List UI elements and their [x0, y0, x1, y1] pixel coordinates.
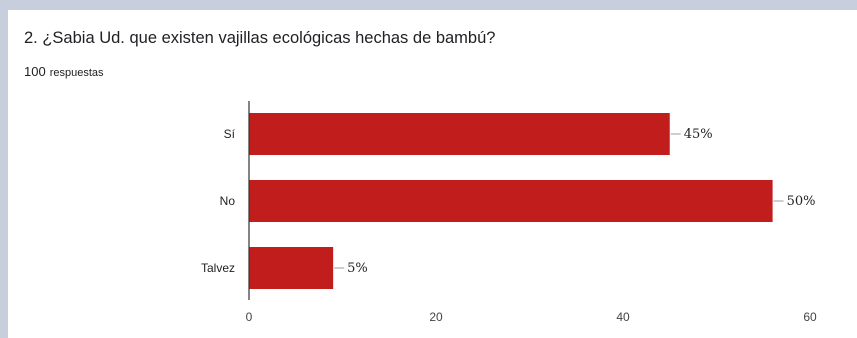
category-label-0: Sí [224, 127, 236, 141]
question-title: 2. ¿Sabia Ud. que existen vajillas ecoló… [24, 29, 496, 47]
x-tick-label-2: 40 [616, 310, 630, 324]
data-label-0: 45% [684, 127, 713, 142]
data-label-2: 5% [347, 261, 368, 276]
x-tick-label-1: 20 [429, 310, 443, 324]
bar-1 [249, 180, 773, 222]
frame-left-border [0, 0, 8, 338]
bar-0 [249, 113, 670, 155]
response-label: respuestas [49, 67, 104, 79]
frame-top-border [0, 0, 857, 10]
category-label-2: Talvez [201, 261, 235, 275]
response-count: 100 [24, 64, 46, 79]
category-label-1: No [220, 194, 236, 208]
data-label-1: 50% [787, 194, 816, 209]
x-tick-label-3: 60 [803, 310, 817, 324]
question-card [8, 10, 857, 338]
x-tick-label-0: 0 [246, 310, 253, 324]
bar-2 [249, 247, 334, 289]
response-summary: 100 respuestas [24, 64, 104, 79]
